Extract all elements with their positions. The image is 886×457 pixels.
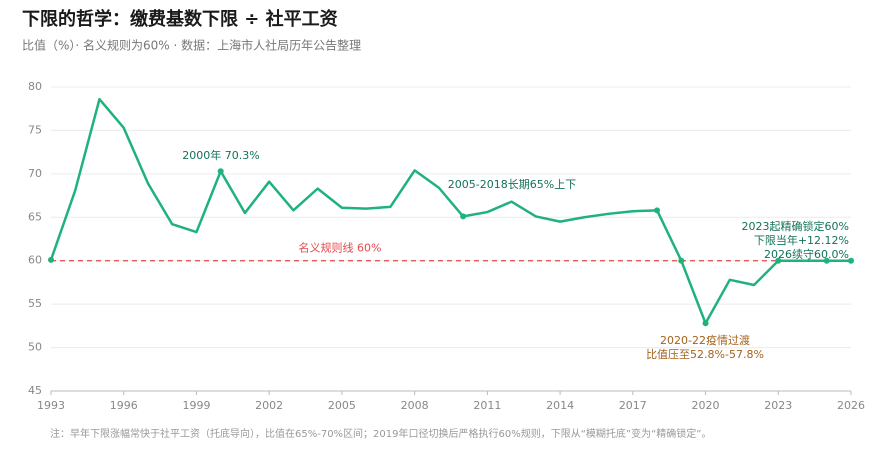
annotation: 2026续守60.0% <box>764 247 849 261</box>
point <box>678 257 685 264</box>
point <box>460 213 467 220</box>
point <box>848 257 854 264</box>
annotation: 比值压至52.8%-57.8% <box>646 348 764 361</box>
annotation: 2000年 70.3% <box>182 148 259 162</box>
point <box>217 168 224 175</box>
x-tick-label: 1993 <box>37 399 65 412</box>
x-tick-label: 2008 <box>401 399 429 412</box>
chart-subtitle: 比值（%）· 名义规则为60% · 数据：上海市人社局历年公告整理 <box>22 38 361 53</box>
point <box>702 320 709 327</box>
x-tick-label: 2014 <box>546 399 574 412</box>
x-tick-label: 2011 <box>473 399 501 412</box>
point <box>48 256 54 263</box>
chart-title: 下限的哲学：缴费基数下限 ÷ 社平工资 <box>22 8 338 30</box>
footnote: 注：早年下限涨幅常快于社平工资（托底导向），比值在65%-70%区间；2019年… <box>50 427 711 440</box>
y-tick-label: 55 <box>28 297 42 310</box>
x-tick-label: 1999 <box>182 399 210 412</box>
point <box>775 257 782 264</box>
x-tick-label: 2005 <box>328 399 356 412</box>
y-tick-label: 60 <box>28 254 42 267</box>
x-tick-label: 2002 <box>255 399 283 412</box>
x-tick-label: 2026 <box>837 399 865 412</box>
y-tick-label: 65 <box>28 210 42 223</box>
y-tick-label: 80 <box>28 80 42 93</box>
y-tick-label: 50 <box>28 341 42 354</box>
x-tick-label: 2017 <box>619 399 647 412</box>
y-tick-label: 70 <box>28 167 42 180</box>
reference-label: 名义规则线 60% <box>299 241 382 255</box>
y-tick-label: 45 <box>28 384 42 397</box>
annotation: 2020-22疫情过渡 <box>660 333 750 347</box>
annotation: 下限当年+12.12% <box>754 233 849 247</box>
x-tick-label: 1996 <box>110 399 138 412</box>
point <box>823 257 830 264</box>
y-tick-label: 75 <box>28 123 42 136</box>
annotation: 2005-2018长期65%上下 <box>448 178 576 191</box>
x-tick-label: 2023 <box>764 399 792 412</box>
data-line <box>49 97 851 325</box>
annotation: 2023起精确锁定60% <box>742 219 849 233</box>
point <box>654 207 661 214</box>
x-tick-label: 2020 <box>692 399 720 412</box>
